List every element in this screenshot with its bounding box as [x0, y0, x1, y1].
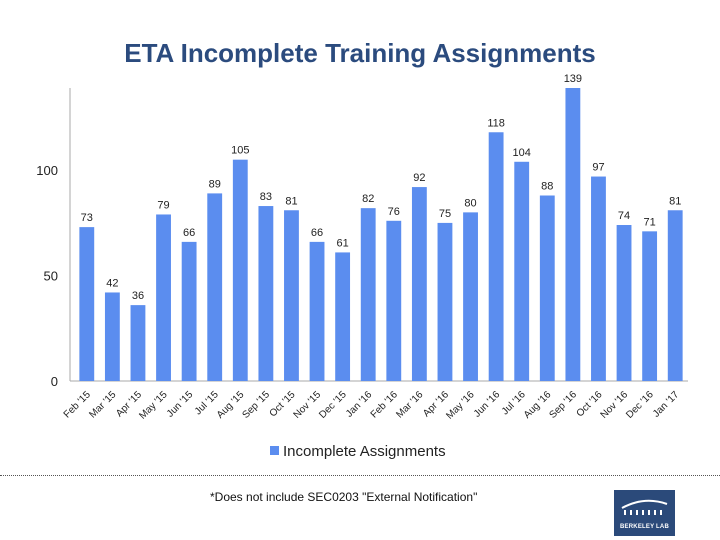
lab-building-icon	[621, 499, 668, 515]
bar	[335, 252, 351, 381]
data-label: 81	[285, 195, 297, 207]
bar	[284, 210, 299, 381]
footnote: *Does not include SEC0203 "External Noti…	[210, 490, 478, 504]
bar	[79, 227, 95, 381]
bar	[130, 305, 146, 381]
data-label: 71	[644, 216, 656, 228]
bar	[591, 176, 606, 381]
x-tick-label: May '15	[137, 389, 170, 422]
x-tick-label: Jan '17	[651, 389, 682, 420]
legend-label: Incomplete Assignments	[283, 443, 446, 460]
data-label: 73	[81, 212, 93, 224]
legend-swatch	[270, 446, 279, 455]
bar	[258, 206, 274, 381]
data-label: 42	[106, 277, 118, 289]
bar	[437, 222, 453, 381]
data-label: 104	[513, 147, 531, 159]
x-tick-label: Dec '16	[624, 389, 656, 421]
data-label: 118	[487, 117, 505, 129]
data-label: 75	[439, 208, 451, 220]
logo-text: BERKELEY LAB	[620, 524, 669, 530]
bar	[616, 225, 632, 381]
slide-title: ETA Incomplete Training Assignments	[124, 38, 596, 68]
data-label: 139	[564, 73, 582, 85]
x-tick-label: Feb '16	[369, 389, 400, 420]
bar	[642, 231, 658, 381]
data-label: 36	[132, 290, 144, 302]
data-label: 66	[311, 227, 323, 239]
bar	[463, 212, 478, 381]
bar	[309, 241, 325, 381]
bar	[181, 241, 197, 381]
data-label: 89	[209, 178, 221, 190]
data-label: 66	[183, 227, 195, 239]
data-label: 74	[618, 210, 630, 222]
bar	[207, 193, 223, 381]
x-tick-label: Mar '15	[87, 389, 118, 420]
x-tick-label: May '16	[444, 389, 477, 422]
data-label: 82	[362, 193, 374, 205]
data-label: 88	[541, 181, 553, 193]
x-tick-label: Dec '15	[317, 389, 349, 421]
data-label: 81	[669, 195, 681, 207]
bar	[232, 159, 248, 381]
berkeley-lab-logo: BERKELEY LAB	[614, 490, 675, 536]
data-label: 80	[464, 197, 476, 209]
bar	[360, 208, 376, 381]
x-tick-label: Nov '16	[599, 389, 631, 421]
bar	[488, 132, 504, 381]
x-tick-label: Jun '15	[165, 389, 196, 420]
bar	[565, 88, 581, 381]
x-tick-label: Mar '16	[394, 389, 425, 420]
footer-divider	[0, 475, 720, 476]
y-tick-label: 100	[36, 163, 58, 178]
x-tick-label: Sep '15	[240, 389, 272, 421]
bar	[539, 195, 555, 381]
data-label: 61	[337, 237, 349, 249]
bar	[104, 292, 120, 381]
x-tick-label: Nov '15	[292, 389, 324, 421]
data-label: 79	[157, 199, 169, 211]
bar	[514, 161, 530, 381]
y-tick-label: 50	[44, 269, 58, 284]
x-tick-label: Aug '16	[522, 389, 554, 421]
x-tick-label: Feb '15	[62, 389, 93, 420]
x-tick-label: Jun '16	[472, 389, 503, 420]
bar	[156, 214, 171, 381]
y-tick-label: 0	[51, 374, 58, 389]
data-label: 83	[260, 191, 272, 203]
data-label: 76	[388, 206, 400, 218]
x-tick-label: Sep '16	[547, 389, 579, 421]
data-label: 97	[592, 162, 604, 174]
bar	[667, 210, 683, 381]
data-label: 92	[413, 172, 425, 184]
bar	[386, 220, 402, 381]
data-label: 105	[231, 145, 249, 157]
bar	[411, 187, 427, 381]
x-tick-label: Aug '15	[215, 389, 247, 421]
